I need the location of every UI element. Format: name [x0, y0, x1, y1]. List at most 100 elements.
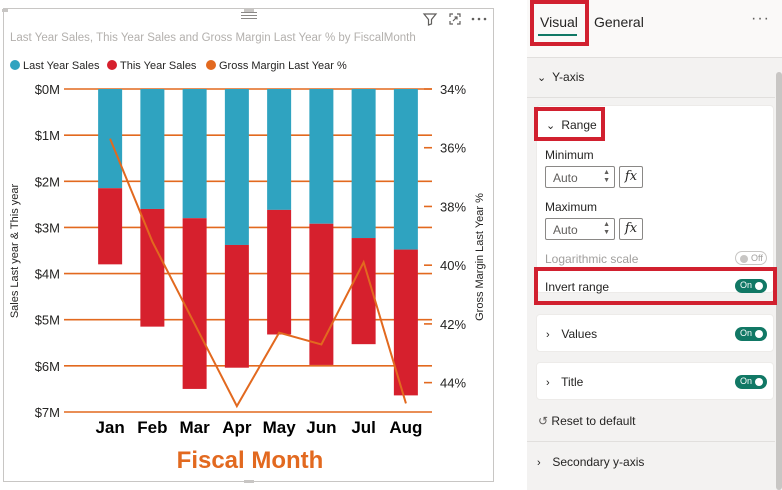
- chevron-down-icon: ⌄: [537, 72, 547, 84]
- tab-general[interactable]: General: [594, 14, 644, 30]
- range-card: ⌄ Range Minimum Auto ▲ ▼ fx Maximum Auto …: [536, 105, 774, 294]
- focus-mode-icon[interactable]: [447, 11, 463, 27]
- line-series: [109, 138, 407, 409]
- invert-range-toggle[interactable]: On: [735, 279, 767, 293]
- title-card[interactable]: › Title On: [536, 362, 774, 400]
- legend: Last Year Sales This Year Sales Gross Marg…: [10, 60, 347, 72]
- x-tick-label: Apr: [222, 418, 252, 437]
- section-y-axis-label: Y-axis: [552, 70, 585, 84]
- format-pane: Visual General ··· ⌄ Y-axis ⌄ Range Mini…: [527, 0, 782, 490]
- chevron-right-icon: ›: [537, 457, 541, 469]
- visual-title: Last Year Sales, This Year Sales and Gro…: [10, 32, 416, 44]
- log-scale-label: Logarithmic scale: [545, 252, 639, 266]
- line-point: [363, 261, 365, 263]
- range-header[interactable]: ⌄ Range: [546, 118, 597, 132]
- x-axis-ticks: Jan Feb Mar Apr May Jun Jul Aug: [95, 418, 422, 437]
- minimum-input[interactable]: Auto ▲ ▼: [545, 166, 615, 188]
- x-axis-title: Fiscal Month: [177, 447, 324, 474]
- minimum-fx-button[interactable]: fx: [619, 166, 643, 188]
- drag-grip-icon[interactable]: [241, 12, 257, 20]
- line-point: [151, 241, 153, 243]
- pane-more-options-icon[interactable]: ···: [751, 10, 770, 27]
- y-axis-right-ticks: 34% 36% 38% 40% 42% 44%: [424, 82, 466, 391]
- highlight-box-range: [534, 107, 605, 141]
- y-axis-right-title: Gross Margin Last Year %: [474, 193, 486, 321]
- section-y-axis[interactable]: ⌄ Y-axis: [537, 70, 782, 84]
- legend-marker: [107, 60, 117, 70]
- divider: [527, 441, 775, 442]
- y-right-tick-label: 44%: [440, 376, 466, 391]
- bar-this-year-sales: [267, 209, 292, 335]
- values-toggle[interactable]: On: [735, 327, 767, 341]
- resize-handle[interactable]: [244, 9, 254, 12]
- chevron-right-icon: ›: [546, 329, 550, 341]
- section-secondary-y-axis-label: Secondary y-axis: [552, 455, 645, 469]
- bar-last-year-sales: [351, 89, 376, 239]
- invert-range-label: Invert range: [545, 280, 610, 294]
- active-tab-indicator: [538, 34, 577, 36]
- line-point: [236, 405, 238, 407]
- bar-last-year-sales: [140, 89, 165, 209]
- line-point: [320, 343, 322, 345]
- reset-to-default-button[interactable]: ↺ Reset to default: [538, 414, 635, 428]
- more-options-icon[interactable]: [470, 11, 488, 27]
- spinner-arrows-icon[interactable]: ▲ ▼: [603, 169, 610, 184]
- maximum-input[interactable]: Auto ▲ ▼: [545, 218, 615, 240]
- title-label: Title: [561, 375, 584, 389]
- visual-card[interactable]: Last Year Sales, This Year Sales and Gro…: [2, 8, 494, 483]
- resize-handle[interactable]: [244, 480, 254, 483]
- y-right-tick-label: 34%: [440, 82, 466, 97]
- resize-handle[interactable]: [2, 9, 8, 12]
- tab-visual[interactable]: Visual: [540, 14, 578, 30]
- x-tick-label: Jul: [351, 418, 376, 437]
- pane-scrollbar[interactable]: [776, 72, 782, 490]
- maximum-fx-button[interactable]: fx: [619, 218, 643, 240]
- y-right-tick-label: 38%: [440, 199, 466, 214]
- line-point: [405, 402, 407, 404]
- legend-label: This Year Sales: [120, 60, 197, 72]
- y-axis-left-title: Sales Last year & This year: [9, 184, 21, 319]
- bars: [98, 89, 418, 396]
- bar-last-year-sales: [224, 89, 249, 245]
- x-tick-label: Mar: [180, 418, 211, 437]
- legend-marker: [10, 60, 20, 70]
- bar-this-year-sales: [393, 249, 418, 396]
- reset-label: Reset to default: [551, 414, 636, 428]
- y-axis-left-ticks: $0M $1M $2M $3M $4M $5M $6M $7M: [35, 82, 60, 420]
- minimum-value: Auto: [553, 171, 578, 185]
- y-left-tick-label: $6M: [35, 359, 60, 374]
- line-gross-margin: [109, 138, 407, 409]
- y-left-tick-label: $4M: [35, 267, 60, 282]
- values-state: On: [740, 328, 753, 338]
- y-left-tick-label: $2M: [35, 174, 60, 189]
- maximum-value: Auto: [553, 223, 578, 237]
- y-right-tick-label: 36%: [440, 141, 466, 156]
- filter-icon[interactable]: [422, 11, 438, 27]
- line-point: [109, 138, 111, 140]
- bar-last-year-sales: [393, 89, 418, 250]
- y-right-tick-label: 40%: [440, 258, 466, 273]
- highlight-box-visual-tab: [530, 0, 589, 46]
- values-card[interactable]: › Values On: [536, 314, 774, 352]
- bar-last-year-sales: [267, 89, 292, 210]
- y-left-tick-label: $0M: [35, 82, 60, 97]
- reset-icon: ↺: [538, 414, 549, 428]
- title-toggle[interactable]: On: [735, 375, 767, 389]
- title-state: On: [740, 376, 753, 386]
- log-scale-state: Off: [751, 253, 763, 263]
- x-tick-label: Jun: [306, 418, 336, 437]
- combo-chart: Last Year Sales, This Year Sales and Gro…: [9, 32, 486, 474]
- bar-this-year-sales: [224, 244, 249, 368]
- section-secondary-y-axis[interactable]: › Secondary y-axis: [537, 455, 782, 469]
- values-label: Values: [561, 327, 598, 341]
- maximum-label: Maximum: [545, 200, 598, 214]
- legend-label: Gross Margin Last Year %: [219, 60, 347, 72]
- bar-this-year-sales: [140, 208, 165, 327]
- spinner-arrows-icon[interactable]: ▲ ▼: [603, 221, 610, 236]
- x-tick-label: Jan: [95, 418, 124, 437]
- log-scale-toggle[interactable]: Off: [735, 251, 767, 265]
- line-point: [194, 323, 196, 325]
- x-tick-label: Feb: [137, 418, 167, 437]
- y-left-tick-label: $5M: [35, 313, 60, 328]
- invert-range-state: On: [740, 280, 753, 290]
